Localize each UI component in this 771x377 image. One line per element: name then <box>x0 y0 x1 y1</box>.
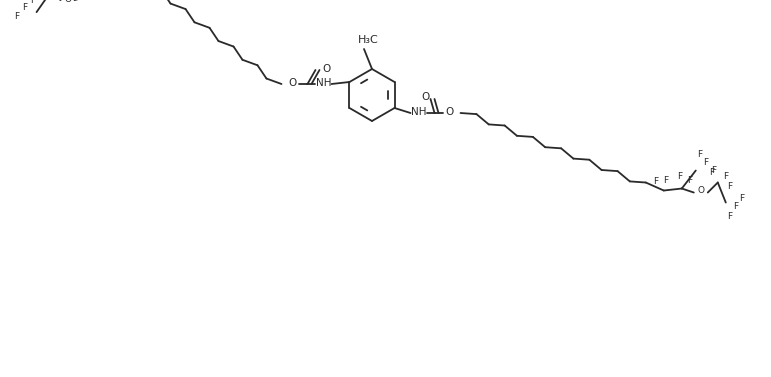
Text: F: F <box>687 176 692 185</box>
Text: F: F <box>30 0 35 5</box>
Text: O: O <box>446 107 453 117</box>
Text: F: F <box>709 168 715 177</box>
Text: F: F <box>727 182 732 191</box>
Text: F: F <box>22 3 27 12</box>
Text: F: F <box>677 172 682 181</box>
Text: F: F <box>703 158 709 167</box>
Text: F: F <box>653 177 658 186</box>
Text: F: F <box>739 194 744 203</box>
Text: F: F <box>663 176 668 185</box>
Text: F: F <box>14 12 19 21</box>
Text: NH: NH <box>411 107 426 117</box>
Text: O: O <box>288 78 297 88</box>
Text: O: O <box>422 92 429 102</box>
Text: F: F <box>733 202 739 211</box>
Text: O: O <box>64 0 71 4</box>
Text: NH: NH <box>316 78 332 88</box>
Text: F: F <box>711 166 716 175</box>
Text: O: O <box>697 186 704 195</box>
Text: F: F <box>727 212 732 221</box>
Text: F: F <box>723 172 729 181</box>
Text: F: F <box>697 150 702 159</box>
Text: H₃C: H₃C <box>358 35 379 45</box>
Text: O: O <box>322 64 331 74</box>
